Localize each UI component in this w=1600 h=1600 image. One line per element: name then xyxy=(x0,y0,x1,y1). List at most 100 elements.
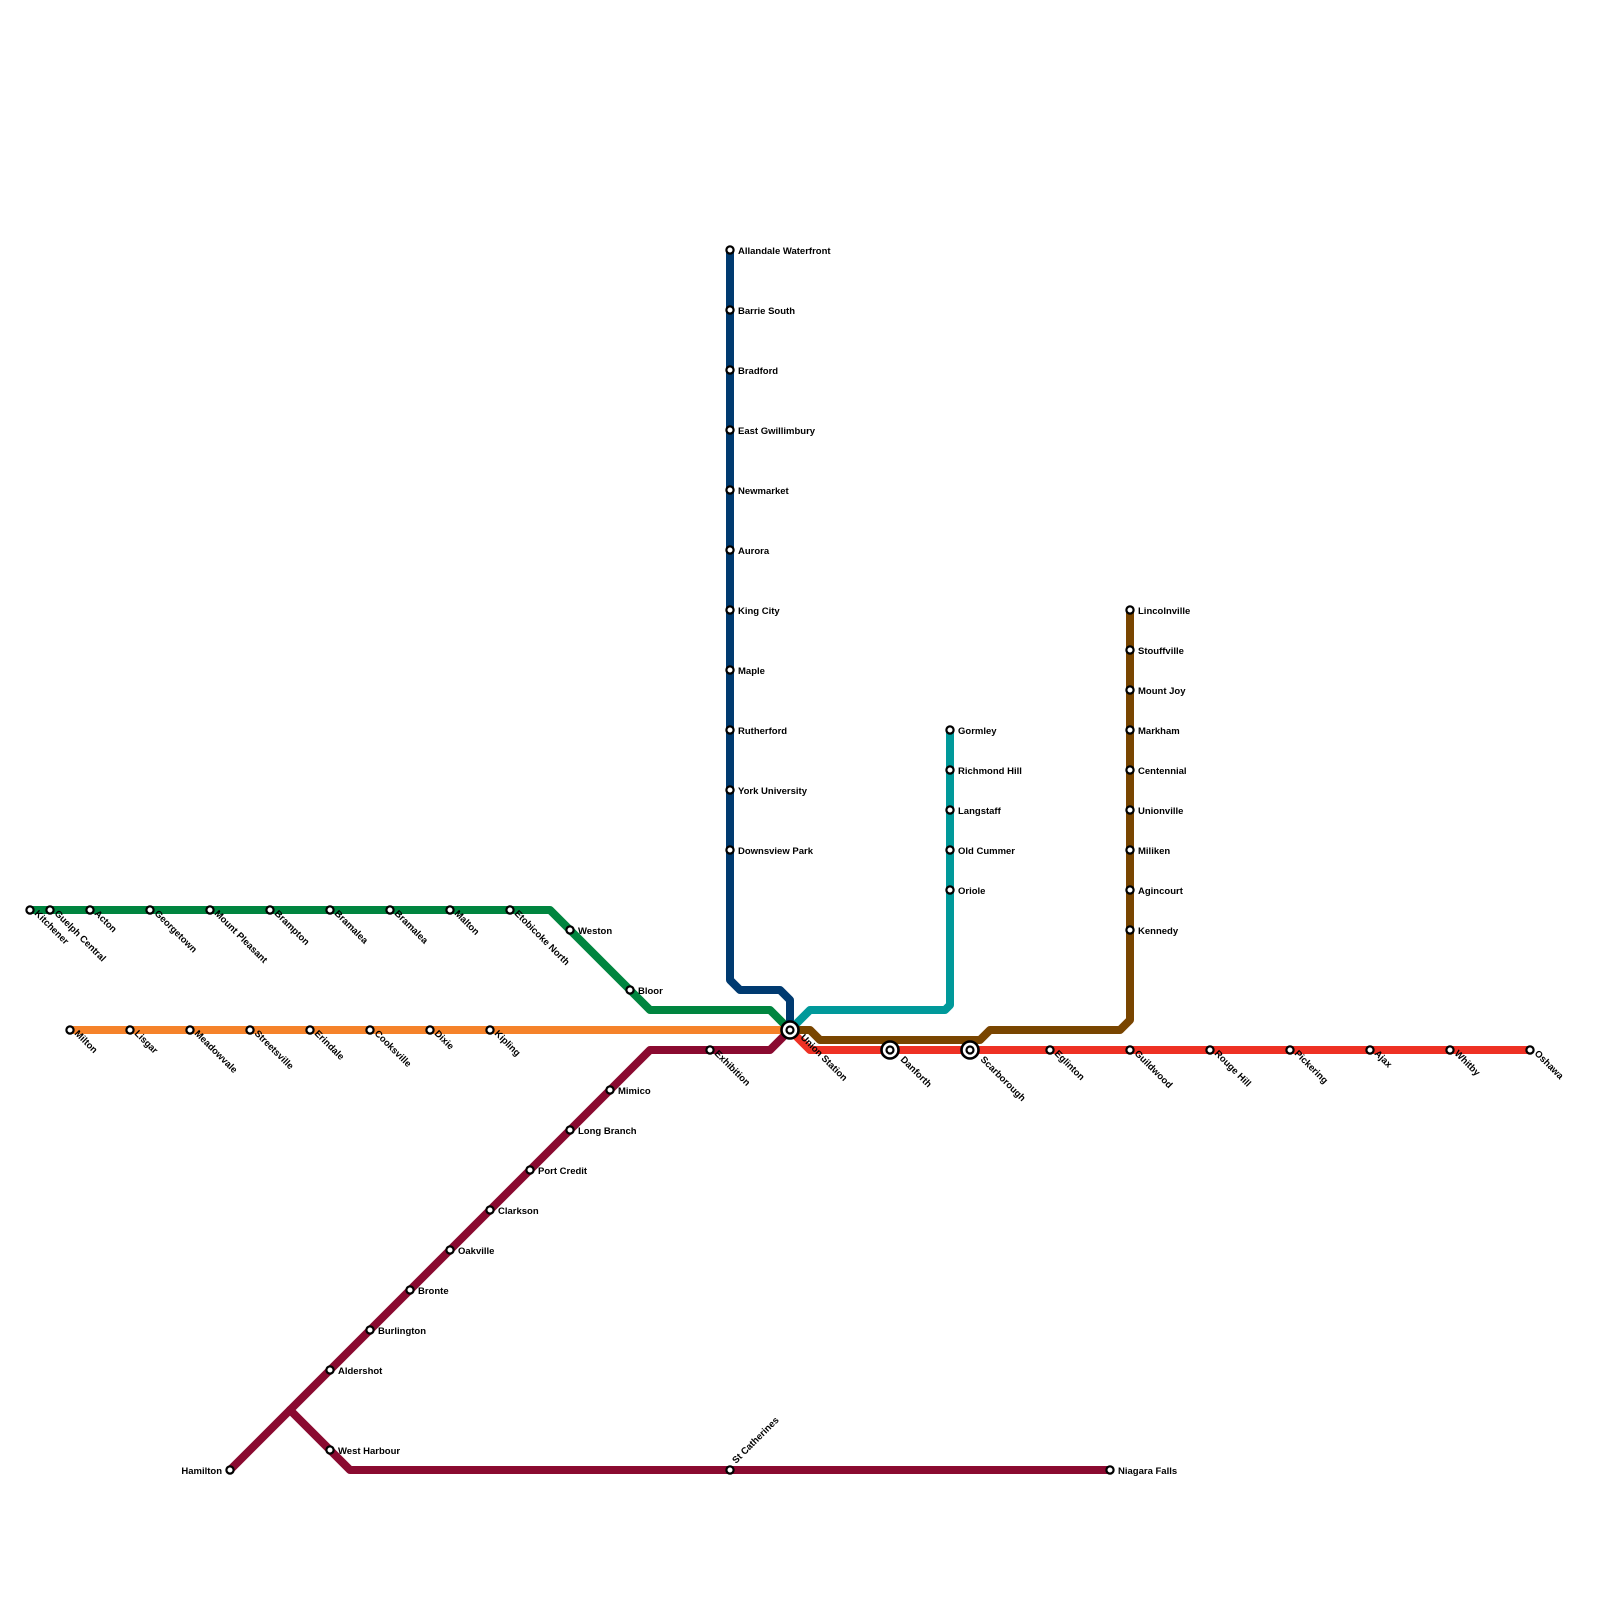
station-cooksville xyxy=(365,1025,375,1035)
label-weston: Weston xyxy=(578,926,612,937)
station-richmond-hill xyxy=(945,765,955,775)
label-streetsville: Streetsville xyxy=(252,1028,296,1072)
interchange-danforth xyxy=(880,1040,900,1060)
line-lakeshore-west-main xyxy=(226,1026,794,1474)
station-guildwood xyxy=(1125,1045,1135,1055)
station-aurora xyxy=(725,545,735,555)
label-danforth: Danforth xyxy=(898,1054,934,1090)
interchange-union-station xyxy=(780,1020,800,1040)
station-bradford xyxy=(725,365,735,375)
station-east-gwillimbury xyxy=(725,425,735,435)
label-clarkson: Clarkson xyxy=(498,1206,539,1217)
label-aldershot: Aldershot xyxy=(338,1366,383,1377)
label-georgetown: Georgetown xyxy=(152,908,199,955)
station-mimico xyxy=(605,1085,615,1095)
station-acton xyxy=(85,905,95,915)
station-bramalea-1 xyxy=(325,905,335,915)
label-york-university: York University xyxy=(738,786,808,797)
label-stouffville: Stouffville xyxy=(1138,646,1184,657)
label-bradford: Bradford xyxy=(738,366,778,377)
label-maple: Maple xyxy=(738,666,765,677)
station-pickering xyxy=(1285,1045,1295,1055)
label-rouge-hill: Rouge Hill xyxy=(1212,1048,1253,1089)
station-downsview-park xyxy=(725,845,735,855)
station-old-cummer xyxy=(945,845,955,855)
station-maple xyxy=(725,665,735,675)
station-port-credit xyxy=(525,1165,535,1175)
label-burlington: Burlington xyxy=(378,1326,426,1337)
station-rutherford xyxy=(725,725,735,735)
station-long-branch xyxy=(565,1125,575,1135)
label-barrie-south: Barrie South xyxy=(738,306,795,317)
label-niagara-falls: Niagara Falls xyxy=(1118,1466,1177,1477)
station-oshawa xyxy=(1525,1045,1535,1055)
label-downsview-park: Downsview Park xyxy=(738,846,814,857)
line-lakeshore-west-niagara-branch xyxy=(286,1406,1114,1474)
station-hamilton xyxy=(225,1465,235,1475)
label-long-branch: Long Branch xyxy=(578,1126,637,1137)
station-mount-joy xyxy=(1125,685,1135,695)
station-eglinton xyxy=(1045,1045,1055,1055)
label-pickering: Pickering xyxy=(1292,1048,1330,1086)
station-langstaff xyxy=(945,805,955,815)
station-mount-pleasant xyxy=(205,905,215,915)
station-erindale xyxy=(305,1025,315,1035)
label-port-credit: Port Credit xyxy=(538,1166,588,1177)
station-agincourt xyxy=(1125,885,1135,895)
station-rouge-hill xyxy=(1205,1045,1215,1055)
label-king-city: King City xyxy=(738,606,780,617)
station-kitchener xyxy=(25,905,35,915)
label-oriole: Oriole xyxy=(958,886,985,897)
station-stouffville xyxy=(1125,645,1135,655)
station-burlington xyxy=(365,1325,375,1335)
station-newmarket xyxy=(725,485,735,495)
label-kennedy: Kennedy xyxy=(1138,926,1179,937)
station-georgetown xyxy=(145,905,155,915)
station-allandale-waterfront xyxy=(725,245,735,255)
label-unionville: Unionville xyxy=(1138,806,1183,817)
station-meadowvale xyxy=(185,1025,195,1035)
line-kitchener xyxy=(26,906,794,1034)
label-miliken: Miliken xyxy=(1138,846,1170,857)
label-lincolnville: Lincolnville xyxy=(1138,606,1190,617)
label-brampton: Brampton xyxy=(272,908,312,948)
station-unionville xyxy=(1125,805,1135,815)
station-brampton xyxy=(265,905,275,915)
label-oshawa: Oshawa xyxy=(1532,1048,1566,1082)
label-bramalea-1: Bramalea xyxy=(332,908,371,947)
station-lincolnville xyxy=(1125,605,1135,615)
label-guildwood: Guildwood xyxy=(1132,1048,1175,1091)
label-aurora: Aurora xyxy=(738,546,770,557)
label-oakville: Oakville xyxy=(458,1246,494,1257)
label-bloor: Bloor xyxy=(638,986,663,997)
label-agincourt: Agincourt xyxy=(1138,886,1184,897)
label-east-gwillimbury: East Gwillimbury xyxy=(738,426,816,437)
station-bronte xyxy=(405,1285,415,1295)
station-whitby xyxy=(1445,1045,1455,1055)
station-ajax xyxy=(1365,1045,1375,1055)
station-kennedy xyxy=(1125,925,1135,935)
station-milton xyxy=(65,1025,75,1035)
label-mount-joy: Mount Joy xyxy=(1138,686,1186,697)
label-allandale-waterfront: Allandale Waterfront xyxy=(738,246,831,257)
station-york-university xyxy=(725,785,735,795)
station-streetsville xyxy=(245,1025,255,1035)
label-langstaff: Langstaff xyxy=(958,806,1002,817)
label-scarborough: Scarborough xyxy=(978,1054,1028,1104)
station-oakville xyxy=(445,1245,455,1255)
station-lisgar xyxy=(125,1025,135,1035)
station-centennial xyxy=(1125,765,1135,775)
station-aldershot xyxy=(325,1365,335,1375)
interchange-scarborough xyxy=(960,1040,980,1060)
station-barrie-south xyxy=(725,305,735,315)
station-malton xyxy=(445,905,455,915)
station-king-city xyxy=(725,605,735,615)
station-st-catherines xyxy=(725,1465,735,1475)
label-rutherford: Rutherford xyxy=(738,726,787,737)
station-west-harbour xyxy=(325,1445,335,1455)
label-exhibition: Exhibition xyxy=(712,1048,752,1088)
station-bloor xyxy=(625,985,635,995)
station-labels: Kitchener Guelph Central Acton Georgetow… xyxy=(32,246,1566,1477)
line-barrie xyxy=(726,246,794,1034)
